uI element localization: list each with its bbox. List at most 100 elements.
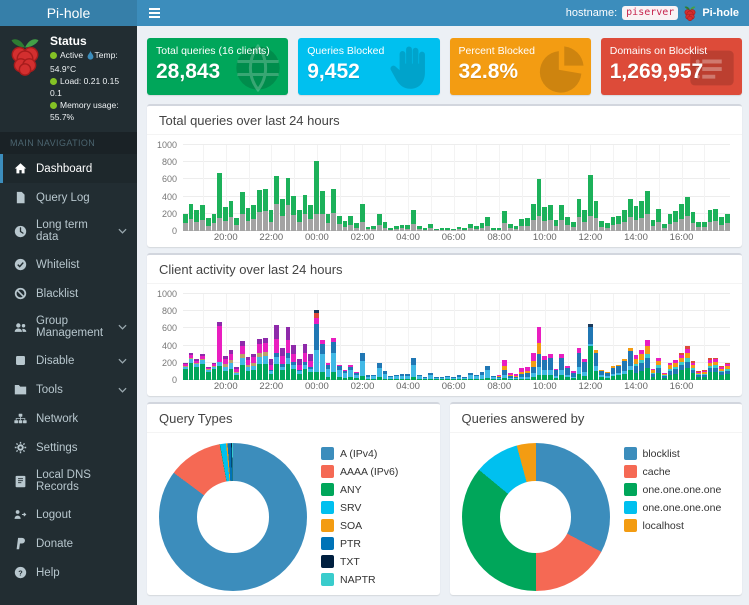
bar — [394, 226, 399, 231]
bar — [462, 377, 467, 380]
x-axis-tick: 16:00 — [670, 232, 694, 243]
nav-section-label: MAIN NAVIGATION — [0, 132, 137, 154]
bar — [400, 225, 405, 231]
bar — [200, 354, 205, 380]
bar — [348, 216, 353, 231]
panel-client-activity: Client activity over last 24 hours 02004… — [147, 253, 742, 396]
bar — [411, 358, 416, 380]
bar — [388, 228, 393, 231]
bar — [388, 376, 393, 380]
bar — [331, 189, 336, 231]
bar — [468, 373, 473, 380]
y-axis-tick: 600 — [147, 323, 177, 333]
legend-swatch — [321, 573, 334, 586]
bar — [206, 367, 211, 380]
bar — [286, 178, 291, 231]
bar — [229, 201, 234, 231]
bar — [445, 228, 450, 231]
bar — [223, 356, 228, 380]
bar — [599, 221, 604, 231]
bar — [440, 228, 445, 231]
sidebar-item-logout[interactable]: Logout — [0, 500, 137, 529]
y-axis-tick: 400 — [147, 341, 177, 351]
gear-icon — [13, 440, 28, 455]
bar — [651, 369, 656, 380]
bar — [531, 204, 536, 231]
bar — [542, 207, 547, 231]
x-axis-tick: 04:00 — [396, 381, 420, 392]
sidebar-item-local-dns-records[interactable]: Local DNS Records — [0, 462, 137, 500]
legend-item[interactable]: SOA — [321, 519, 398, 532]
bar — [314, 161, 319, 232]
bar — [405, 225, 410, 231]
x-axis-tick: 08:00 — [487, 381, 511, 392]
legend-item[interactable]: PTR — [321, 537, 398, 550]
legend-item[interactable]: AAAA (IPv6) — [321, 465, 398, 478]
legend-item[interactable]: A (IPv4) — [321, 447, 398, 460]
sidebar-item-help[interactable]: ?Help — [0, 558, 137, 587]
stat-card-label: Domains on Blocklist — [610, 45, 733, 57]
bar — [326, 214, 331, 231]
sidebar-item-label: Local DNS Records — [36, 469, 127, 493]
bar — [189, 204, 194, 232]
legend-item[interactable]: one.one.one.one — [624, 483, 722, 496]
sidebar-item-long-term-data[interactable]: Long term data — [0, 212, 137, 250]
sidebar-item-settings[interactable]: Settings — [0, 433, 137, 462]
app-logo[interactable]: Pi-hole — [0, 0, 137, 26]
ban-icon — [13, 286, 28, 301]
bar — [634, 206, 639, 231]
signout-icon — [13, 507, 28, 522]
panel-total-queries: Total queries over last 24 hours 0200400… — [147, 104, 742, 247]
main-content: Total queries (16 clients)28,843Queries … — [137, 26, 749, 605]
bar — [428, 373, 433, 380]
bar — [519, 219, 524, 231]
sidebar-toggle-button[interactable] — [137, 0, 171, 26]
chart-legend: blocklist cache one.one.one.one one.one.one… — [624, 447, 722, 591]
brand-link[interactable]: Pi-hole — [702, 7, 739, 19]
sidebar-item-group-management[interactable]: Group Management — [0, 308, 137, 346]
legend-item[interactable]: cache — [624, 465, 722, 478]
sidebar-item-tools[interactable]: Tools — [0, 375, 137, 404]
bar — [628, 199, 633, 231]
users-icon — [13, 320, 28, 335]
bar — [582, 210, 587, 231]
bar — [559, 354, 564, 380]
navbar: hostname: piserver Pi-hole — [137, 0, 749, 26]
sidebar-item-dashboard[interactable]: Dashboard — [0, 154, 137, 183]
bar — [679, 353, 684, 381]
legend-item[interactable]: localhost — [624, 519, 722, 532]
legend-swatch — [321, 465, 334, 478]
bar — [394, 375, 399, 380]
legend-swatch — [321, 537, 334, 550]
panel-title-client-activity: Client activity over last 24 hours — [147, 255, 742, 284]
file-icon — [13, 190, 28, 205]
bar — [383, 371, 388, 380]
legend-item[interactable]: NAPTR — [321, 573, 398, 586]
bar — [428, 224, 433, 231]
legend-item[interactable]: blocklist — [624, 447, 722, 460]
bar — [719, 366, 724, 380]
status-ok-icon — [50, 52, 57, 59]
bar — [599, 370, 604, 380]
sidebar-item-disable[interactable]: Disable — [0, 346, 137, 375]
y-axis-tick: 0 — [147, 226, 177, 236]
bar — [400, 374, 405, 380]
bar — [588, 324, 593, 380]
sidebar-item-blacklist[interactable]: Blacklist — [0, 279, 137, 308]
bar — [274, 176, 279, 231]
x-axis-tick: 22:00 — [259, 381, 283, 392]
sidebar-item-query-log[interactable]: Query Log — [0, 183, 137, 212]
panel-title-query-types: Query Types — [147, 404, 440, 433]
legend-item[interactable]: ANY — [321, 483, 398, 496]
stat-card-total-queries-16-clients-: Total queries (16 clients)28,843 — [147, 38, 288, 95]
legend-item[interactable]: TXT — [321, 555, 398, 568]
sidebar-item-network[interactable]: Network — [0, 404, 137, 433]
sidebar-item-donate[interactable]: Donate — [0, 529, 137, 558]
bar — [360, 353, 365, 381]
legend-item[interactable]: one.one.one.one — [624, 501, 722, 514]
bar — [308, 205, 313, 231]
legend-swatch — [321, 483, 334, 496]
bar — [212, 214, 217, 231]
legend-item[interactable]: SRV — [321, 501, 398, 514]
sidebar-item-whitelist[interactable]: Whitelist — [0, 250, 137, 279]
